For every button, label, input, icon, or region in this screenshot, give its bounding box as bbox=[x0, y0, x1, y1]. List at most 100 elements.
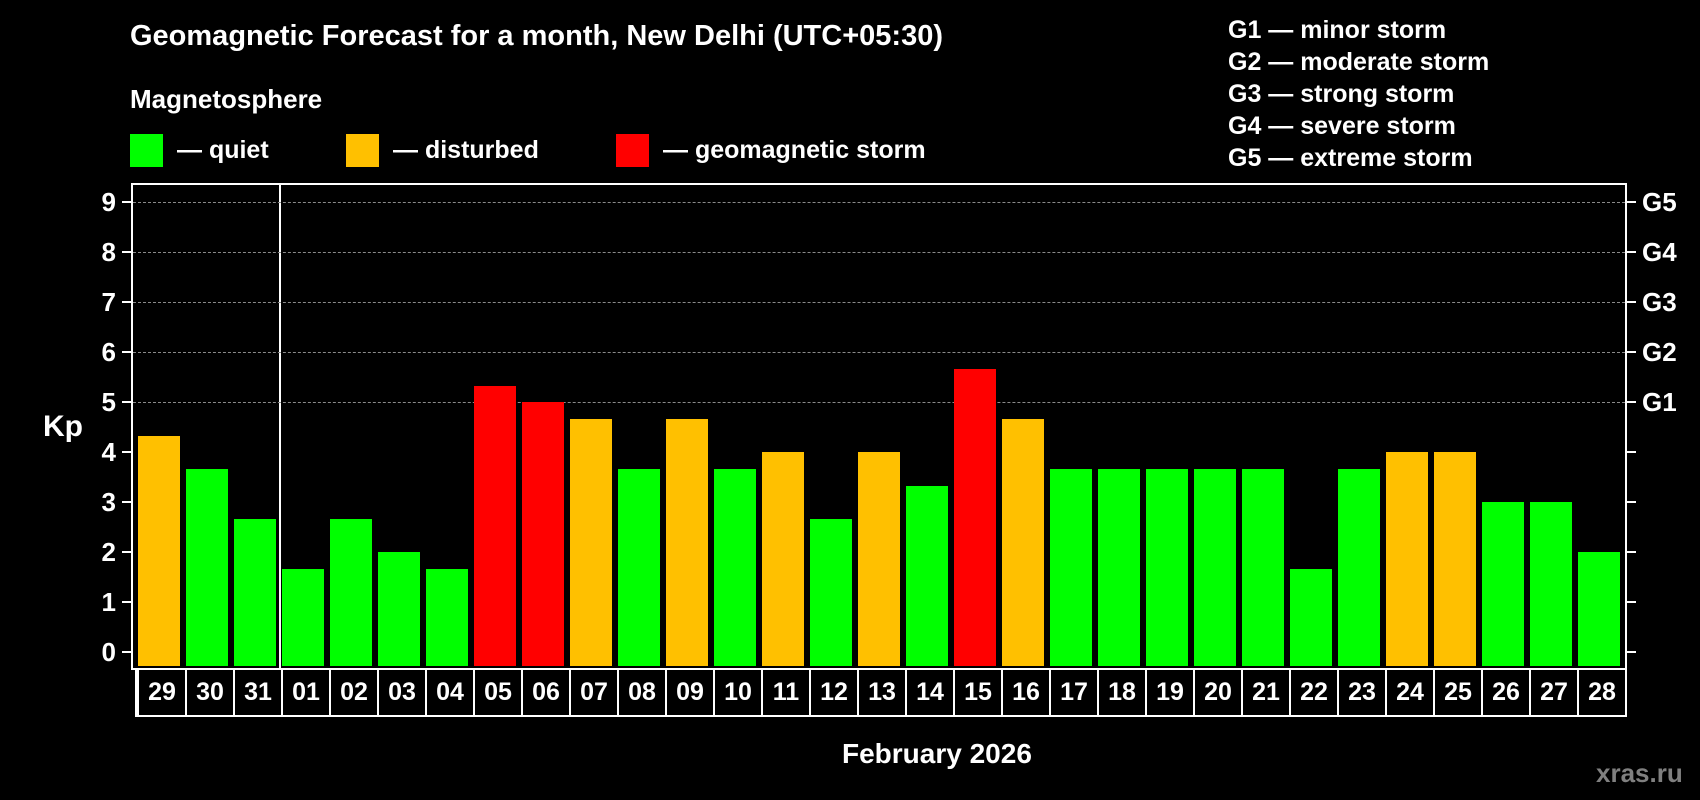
bar-07 bbox=[570, 418, 612, 666]
y-tick bbox=[122, 351, 131, 353]
date-label: 03 bbox=[377, 670, 425, 715]
date-label: 16 bbox=[1001, 670, 1049, 715]
gridline bbox=[133, 402, 1625, 403]
right-tick bbox=[1627, 351, 1636, 353]
y-axis-label: Kp bbox=[43, 410, 83, 443]
bar-05 bbox=[474, 385, 516, 666]
date-label: 11 bbox=[761, 670, 809, 715]
legend-storm: — geomagnetic storm bbox=[616, 134, 926, 167]
gridline bbox=[133, 252, 1625, 253]
legend-quiet: — quiet bbox=[130, 134, 269, 167]
storm-swatch-icon bbox=[616, 134, 649, 167]
bar-20 bbox=[1194, 468, 1236, 666]
right-tick bbox=[1627, 551, 1636, 553]
date-label: 20 bbox=[1193, 670, 1241, 715]
watermark: xras.ru bbox=[1596, 758, 1683, 788]
bar-25 bbox=[1434, 452, 1476, 666]
right-tick bbox=[1627, 201, 1636, 203]
chart-title: Geomagnetic Forecast for a month, New De… bbox=[130, 20, 943, 52]
date-label: 23 bbox=[1337, 670, 1385, 715]
g-level-label: G2 bbox=[1642, 337, 1677, 367]
date-label: 30 bbox=[185, 670, 233, 715]
y-tick bbox=[122, 201, 131, 203]
right-tick bbox=[1627, 301, 1636, 303]
bar-22 bbox=[1290, 568, 1332, 666]
g-scale-item: G4 — severe storm bbox=[1228, 112, 1456, 140]
x-axis-label: February 2026 bbox=[842, 738, 1032, 769]
bar-01 bbox=[282, 568, 324, 666]
legend-disturbed: — disturbed bbox=[346, 134, 539, 167]
y-tick-label: 1 bbox=[101, 587, 116, 617]
g-scale-item: G2 — moderate storm bbox=[1228, 48, 1490, 76]
date-label: 31 bbox=[233, 670, 281, 715]
y-tick-label: 7 bbox=[101, 287, 116, 317]
legend-title: Magnetosphere bbox=[130, 84, 323, 114]
date-label: 27 bbox=[1529, 670, 1577, 715]
date-label: 08 bbox=[617, 670, 665, 715]
y-tick bbox=[122, 301, 131, 303]
y-tick-label: 5 bbox=[101, 387, 116, 417]
bar-11 bbox=[762, 452, 804, 666]
g-scale-item: G5 — extreme storm bbox=[1228, 144, 1473, 172]
date-label: 22 bbox=[1289, 670, 1337, 715]
bar-08 bbox=[618, 468, 660, 666]
bar-26 bbox=[1482, 502, 1524, 666]
bar-19 bbox=[1146, 468, 1188, 666]
date-label: 13 bbox=[857, 670, 905, 715]
y-tick-label: 3 bbox=[101, 487, 116, 517]
x-axis-dates: 29 30 31 01 02 03 04 05 06 07 08 09 10 11 12 13 14 15 16 17… bbox=[135, 670, 1627, 717]
bar-03 bbox=[378, 552, 420, 666]
date-label: 01 bbox=[281, 670, 329, 715]
bar-10 bbox=[714, 468, 756, 666]
y-tick bbox=[122, 251, 131, 253]
bar-09 bbox=[666, 418, 708, 666]
legend-label: — geomagnetic storm bbox=[663, 136, 926, 164]
g-level-label: G4 bbox=[1642, 237, 1677, 267]
right-tick bbox=[1627, 601, 1636, 603]
gridline bbox=[133, 202, 1625, 203]
y-tick-label: 9 bbox=[101, 187, 116, 217]
y-tick-label: 2 bbox=[101, 537, 116, 567]
date-label: 06 bbox=[521, 670, 569, 715]
g-scale-legend: G1 — minor storm G2 — moderate storm G3 … bbox=[1228, 14, 1489, 174]
date-label: 02 bbox=[329, 670, 377, 715]
date-label: 10 bbox=[713, 670, 761, 715]
y-tick bbox=[122, 501, 131, 503]
bar-17 bbox=[1050, 468, 1092, 666]
gridline bbox=[133, 352, 1625, 353]
date-label: 09 bbox=[665, 670, 713, 715]
y-tick bbox=[122, 551, 131, 553]
month-separator bbox=[279, 185, 281, 668]
date-label: 28 bbox=[1577, 670, 1625, 715]
legend-label: — disturbed bbox=[393, 136, 539, 164]
date-label: 15 bbox=[953, 670, 1001, 715]
date-label: 21 bbox=[1241, 670, 1289, 715]
bar-14 bbox=[906, 485, 948, 666]
y-tick-label: 4 bbox=[101, 437, 116, 467]
date-label: 12 bbox=[809, 670, 857, 715]
bar-24 bbox=[1386, 452, 1428, 666]
date-label: 18 bbox=[1097, 670, 1145, 715]
bar-21 bbox=[1242, 468, 1284, 666]
right-tick bbox=[1627, 451, 1636, 453]
date-label: 14 bbox=[905, 670, 953, 715]
g-level-label: G3 bbox=[1642, 287, 1677, 317]
date-label: 07 bbox=[569, 670, 617, 715]
date-label: 19 bbox=[1145, 670, 1193, 715]
y-tick bbox=[122, 601, 131, 603]
bar-31 bbox=[234, 518, 276, 666]
bar-30 bbox=[186, 468, 228, 666]
y-tick bbox=[122, 401, 131, 403]
legend-label: — quiet bbox=[177, 136, 269, 164]
y-tick-label: 8 bbox=[101, 237, 116, 267]
bar-15 bbox=[954, 368, 996, 666]
bar-12 bbox=[810, 518, 852, 666]
right-tick bbox=[1627, 401, 1636, 403]
bar-13 bbox=[858, 452, 900, 666]
g-scale-item: G3 — strong storm bbox=[1228, 80, 1455, 108]
g-level-label: G1 bbox=[1642, 387, 1677, 417]
date-label: 25 bbox=[1433, 670, 1481, 715]
date-label: 17 bbox=[1049, 670, 1097, 715]
bar-16 bbox=[1002, 418, 1044, 666]
g-level-label: G5 bbox=[1642, 187, 1677, 217]
